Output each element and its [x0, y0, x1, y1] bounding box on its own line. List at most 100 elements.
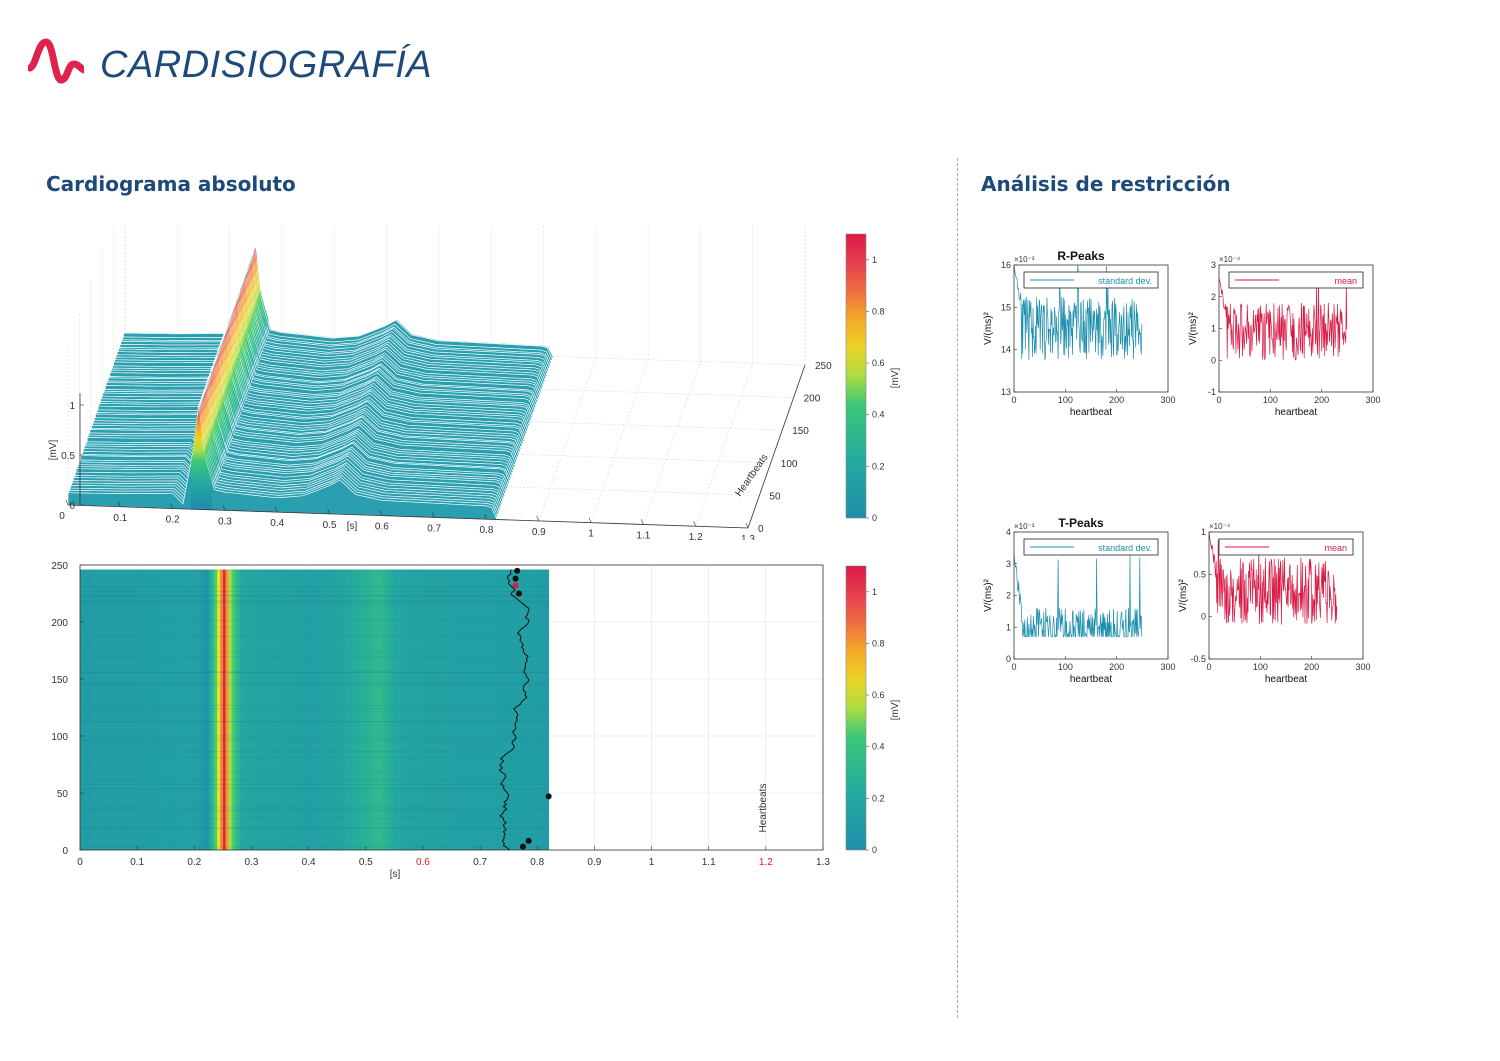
heatmap-column [262, 569, 267, 850]
heatmap-column [522, 569, 527, 850]
t-peaks-std-x-tick-label: 200 [1109, 662, 1124, 672]
heatmap-2d-chart: 0 0.1 0.2 0.3 0.4 0.5 0.6 0.7 0.8 0.9 1 1.1 1.2 1.3 [s… [51, 561, 830, 880]
heatmap-column [125, 569, 129, 850]
heatmap-column [445, 569, 450, 850]
colorbar-top-tick-label: 0.8 [872, 306, 885, 316]
t-peaks-std-series-line [1013, 554, 1143, 639]
y-tick-label: 0 [62, 846, 68, 857]
colorbar-bottom-tick-label: 0 [872, 845, 877, 855]
heatmap-column [525, 569, 530, 850]
heatmap-column [97, 569, 101, 850]
heatmap-column [491, 569, 495, 850]
x-tick-label: 0.8 [530, 857, 544, 868]
trace-marker [515, 590, 522, 597]
x-tick-label: 1.3 [741, 534, 755, 540]
colorbar-top-tick-label: 0.6 [872, 358, 885, 368]
heatmap-column [365, 569, 370, 850]
heatmap-column [374, 569, 378, 850]
t-peaks-std-plot: T-Peaks ×10⁻³ standard dev. 0 100 200 300 0 1 2 3 4… [983, 516, 1176, 685]
heatmap-column [328, 569, 332, 850]
heatmap-column [157, 569, 161, 850]
heatmap-column [334, 569, 338, 850]
heatmap-column [274, 569, 278, 850]
heatmap-column [322, 569, 327, 850]
heartbeat-tick-label: 200 [804, 394, 821, 405]
heatmap-column [354, 569, 358, 850]
heatmap-column [385, 569, 390, 850]
heatmap-column [368, 569, 372, 850]
grid-line [538, 357, 597, 522]
heartbeat-axis-label: Heartbeats [758, 784, 769, 833]
heatmap-column [437, 569, 441, 850]
heatmap-column [488, 569, 492, 850]
heatmap-column [265, 569, 270, 850]
heatmap-column [405, 569, 410, 850]
t-peaks-mean-xlabel: heartbeat [1265, 674, 1307, 685]
colorbar-bottom-label: [mV] [890, 700, 901, 721]
heatmap-column [434, 569, 438, 850]
r-peaks-mean-x-tick-label: 100 [1263, 395, 1278, 405]
heatmap-column [448, 569, 452, 850]
x-tick-label: 0.8 [480, 525, 494, 536]
waterfall-surface [67, 243, 555, 520]
x-tick [641, 519, 644, 525]
r-peaks-std-title: R-Peaks [1057, 249, 1105, 263]
heatmap-column [320, 569, 324, 850]
heatmap-column [105, 569, 109, 850]
x-tick-label: 1.1 [702, 857, 716, 868]
heatmap-column [160, 569, 164, 850]
heatmap-column [454, 569, 458, 850]
heatmap-column [177, 569, 181, 850]
heartbeat-axis-line [747, 364, 806, 529]
x-tick [170, 503, 173, 509]
t-peaks-mean-y-tick-label: 0 [1201, 612, 1206, 622]
waterfall-3d-chart: 0 0.1 0.2 0.3 0.4 0.5 0.6 0.7 0.8 0.9 1 1.1 1.2 1.3 [s… [48, 225, 832, 540]
t-peaks-mean-frame [1208, 531, 1364, 660]
heatmap-column [114, 569, 118, 850]
section-title-restriction: Análisis de restricción [981, 172, 1231, 196]
t-peaks-std-y-tick-label: 4 [1006, 527, 1011, 537]
heatmap-column [337, 569, 341, 850]
heatmap-column [540, 569, 544, 850]
colorbar-top-tick-label: 1 [872, 255, 877, 265]
r-peaks-std-plot: R-Peaks ×10⁻³ standard dev. 0 100 200 300 13 14 1… [983, 249, 1176, 418]
heatmap-column [200, 569, 204, 850]
x-tick [327, 508, 330, 514]
heatmap-column [91, 569, 95, 850]
heatmap-column [545, 569, 550, 850]
x-tick [379, 510, 383, 516]
heatmap-column [534, 569, 538, 850]
heatmap-column [211, 569, 215, 850]
x-tick [65, 499, 69, 506]
t-peaks-mean-x-tick-label: 200 [1304, 662, 1319, 672]
heatmap-column [231, 569, 235, 850]
heatmap-column [185, 569, 189, 850]
heatmap-column [477, 569, 481, 850]
r-peaks-mean-x-tick-label: 200 [1314, 395, 1329, 405]
heatmap-column [268, 569, 272, 850]
heatmap-column [462, 569, 467, 850]
y-tick-label: 250 [51, 561, 68, 572]
heatmap-column [397, 569, 401, 850]
colorbar-bottom: 0 0.2 0.4 0.6 0.8 1 [mV] [845, 565, 901, 855]
x-tick-label: 0.7 [473, 857, 487, 868]
heatmap-column [542, 569, 547, 850]
heatmap-column [285, 569, 290, 850]
heatmap-column [242, 569, 247, 850]
heatmap-column [340, 569, 344, 850]
heatmap-column [234, 569, 238, 850]
t-peaks-std-y-tick-label: 0 [1006, 654, 1011, 664]
t-peaks-std-y-tick-label: 1 [1006, 622, 1011, 632]
t-peaks-std-x-tick-label: 0 [1011, 662, 1016, 672]
x-tick-label: 0.1 [113, 513, 127, 524]
heatmap-column [117, 569, 121, 850]
colorbar-top: 0 0.2 0.4 0.6 0.8 1 [mV] [845, 233, 901, 523]
x-tick-label: 1.1 [636, 530, 650, 540]
z-tick-label: 0.5 [61, 451, 75, 462]
heatmap-column [520, 569, 524, 850]
heatmap-column [205, 569, 209, 850]
heatmap-column [402, 569, 407, 850]
colorbar-top-tick-label: 0 [872, 513, 877, 523]
r-peaks-std-series-line [1013, 264, 1143, 360]
t-peaks-std-y-tick-label: 3 [1006, 559, 1011, 569]
